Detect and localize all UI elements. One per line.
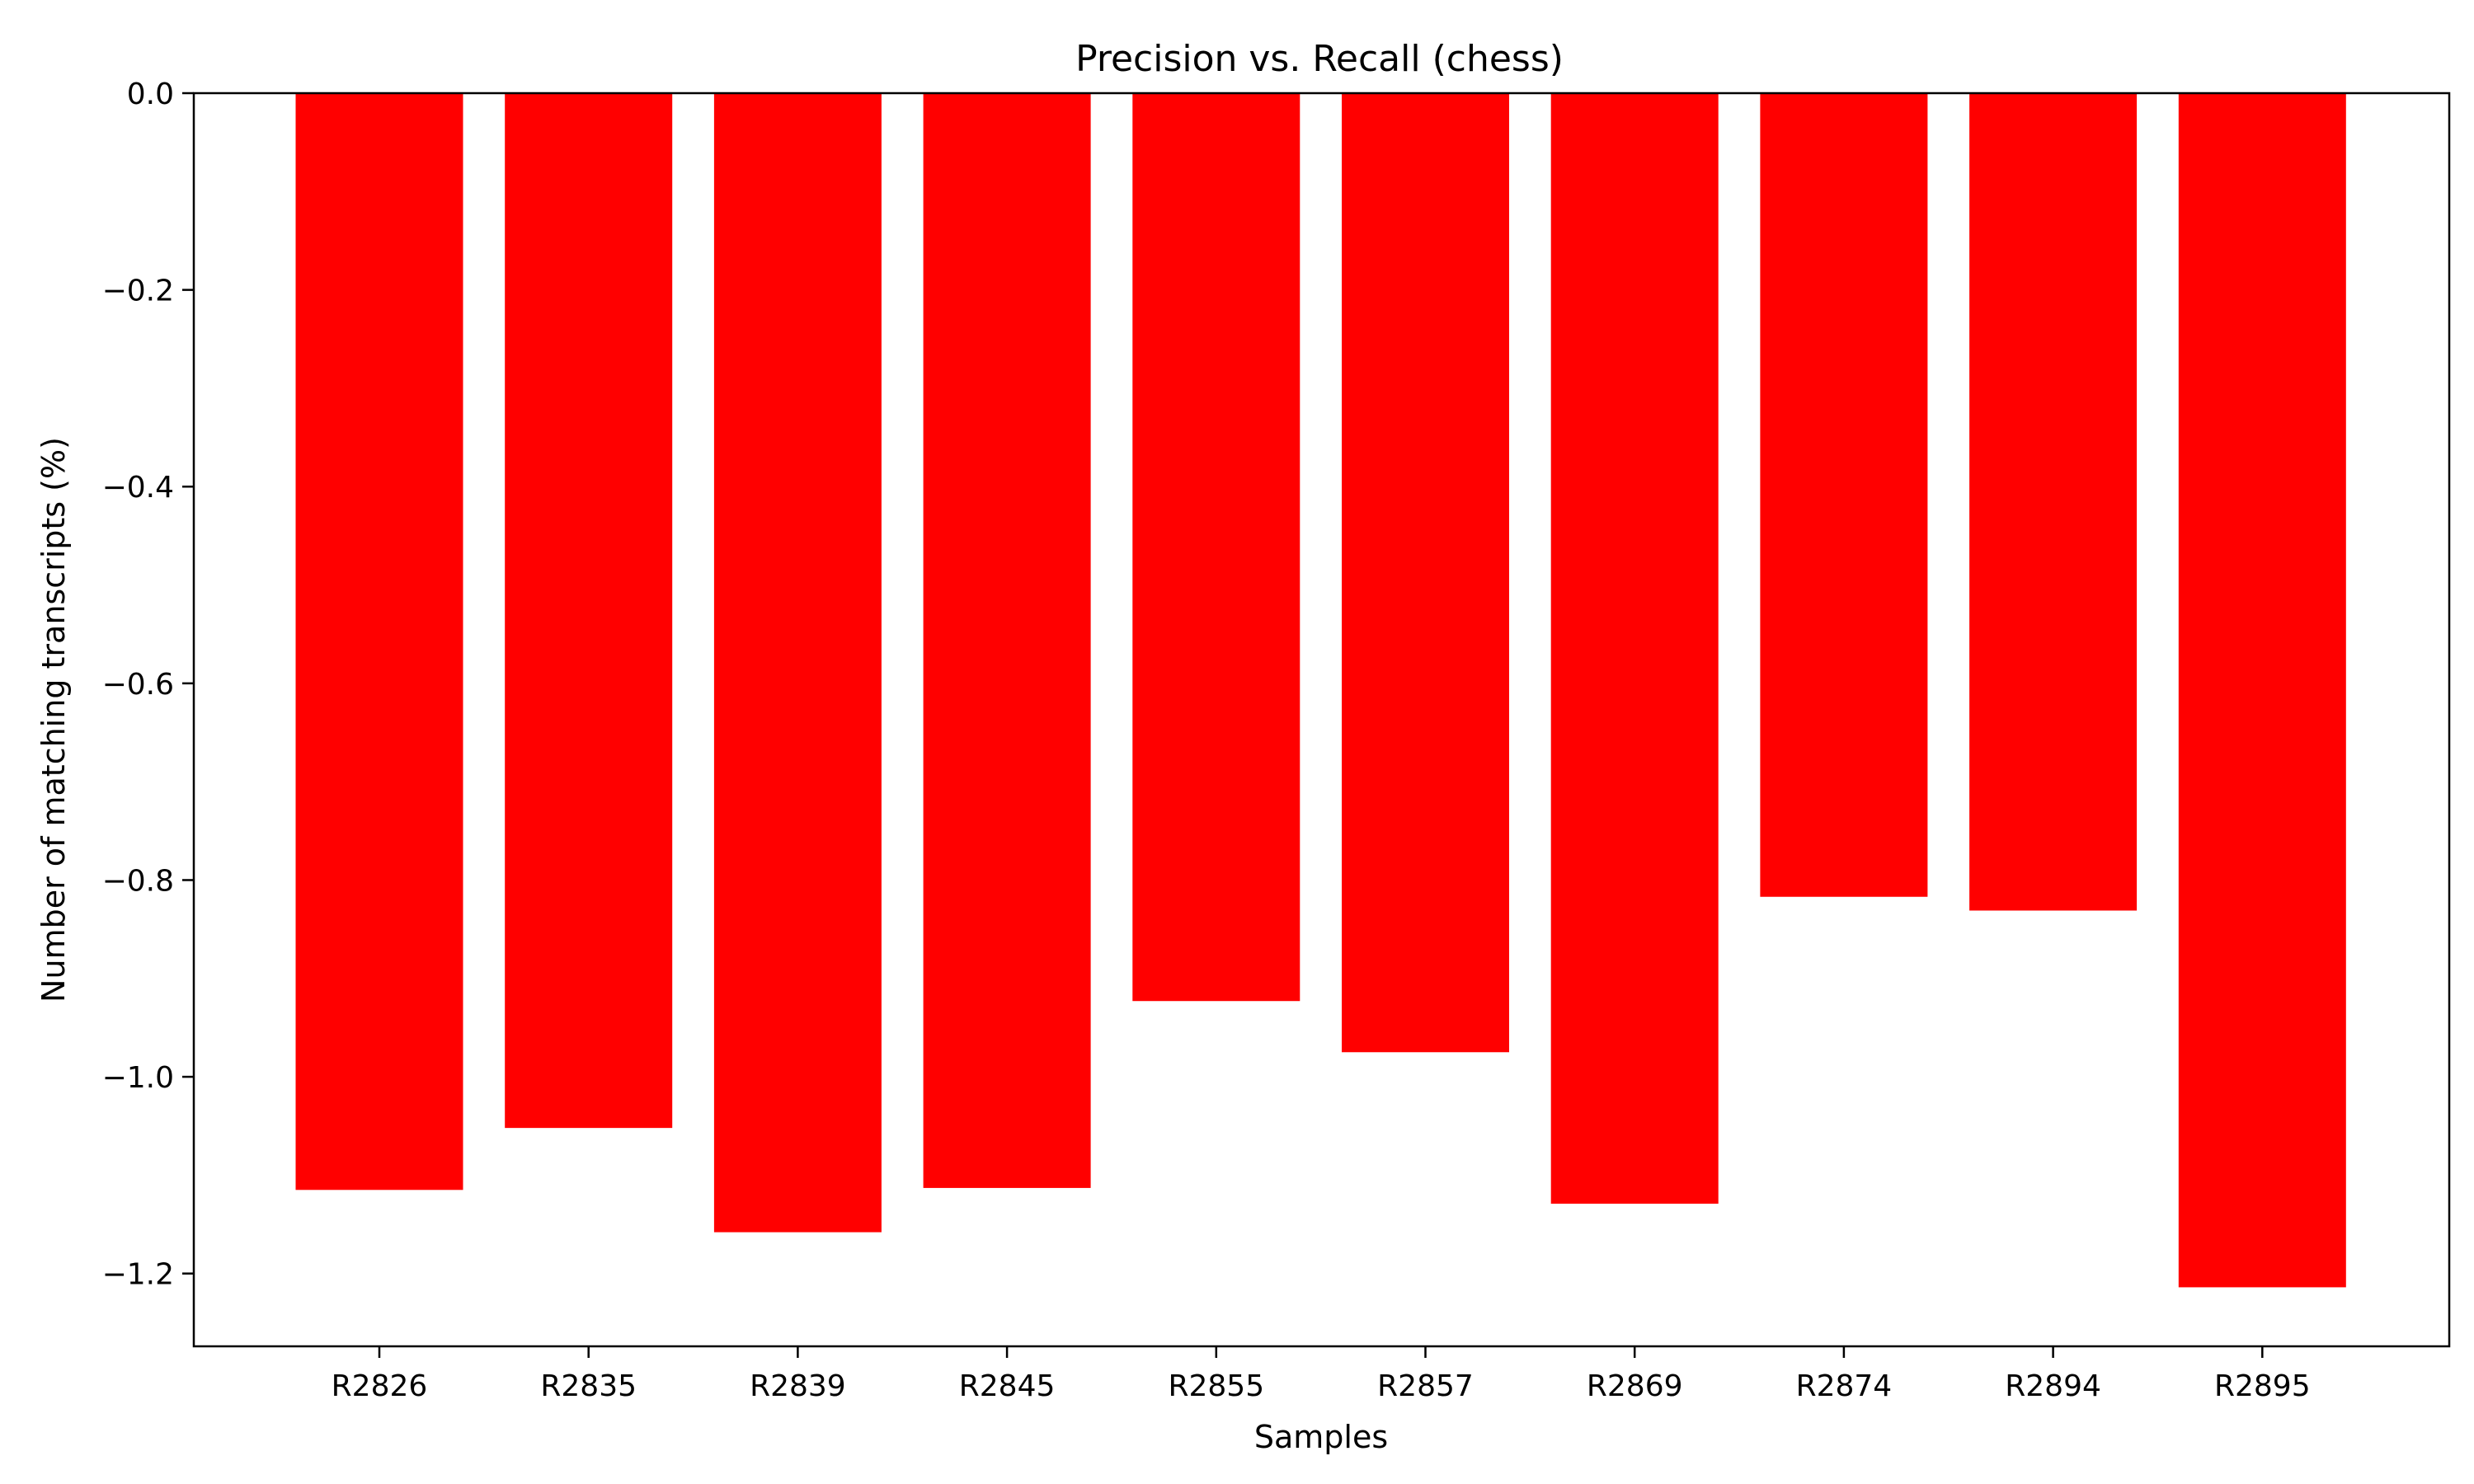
y-tick-label: −1.2: [102, 1258, 174, 1292]
x-tick-label: R2894: [2005, 1369, 2101, 1403]
y-axis-ticks: 0.0 −0.2 −0.4 −0.6 −0.8 −1.0 −1.2: [102, 77, 194, 1292]
y-tick-label: 0.0: [127, 77, 174, 111]
bar-R2845: [923, 93, 1091, 1188]
y-tick-label: −1.0: [102, 1061, 174, 1095]
bars-group: [295, 93, 2346, 1288]
chart-title: Precision vs. Recall (chess): [1075, 38, 1564, 80]
bar-R2855: [1132, 93, 1300, 1002]
x-tick-label: R2826: [332, 1369, 428, 1403]
x-axis-label: Samples: [1254, 1419, 1388, 1455]
plot-frame: [192, 92, 2451, 1348]
x-tick-label: R2895: [2214, 1369, 2311, 1403]
y-tick-label: −0.2: [102, 275, 174, 308]
x-tick-label: R2857: [1377, 1369, 1474, 1403]
x-tick-label: R2839: [750, 1369, 846, 1403]
x-tick-label: R2845: [959, 1369, 1056, 1403]
x-axis-ticks: R2826 R2835 R2839 R2845 R2855 R2857 R2869 R2874…: [332, 1346, 2311, 1403]
bar-R2895: [2178, 93, 2346, 1288]
bar-R2826: [295, 93, 463, 1190]
x-tick-label: R2835: [540, 1369, 637, 1403]
bar-R2857: [1342, 93, 1509, 1053]
x-tick-label: R2869: [1587, 1369, 1683, 1403]
bar-R2839: [713, 93, 882, 1233]
bar-R2894: [1969, 93, 2138, 911]
x-tick-label: R2855: [1168, 1369, 1264, 1403]
y-tick-label: −0.4: [102, 471, 174, 505]
bar-R2874: [1760, 93, 1928, 897]
y-tick-label: −0.8: [102, 864, 174, 898]
y-tick-label: −0.6: [102, 668, 174, 702]
x-tick-label: R2874: [1796, 1369, 1893, 1403]
y-axis-label: Number of matching transcripts (%): [35, 437, 72, 1003]
bar-R2869: [1550, 93, 1719, 1205]
bar-R2835: [505, 93, 673, 1129]
